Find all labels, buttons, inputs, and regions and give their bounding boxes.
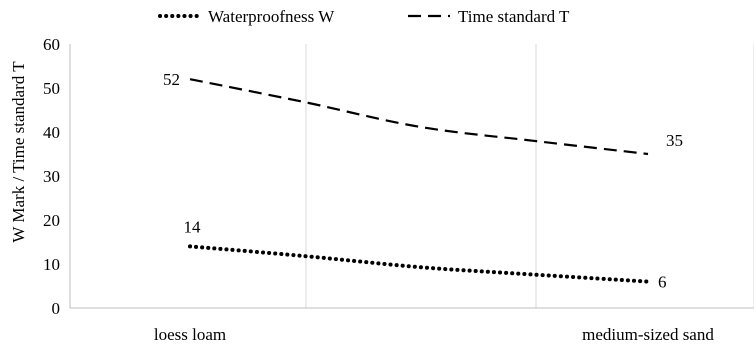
y-tick-label-0: 0 <box>52 299 61 318</box>
x-category-labels: loess loam medium-sized sand <box>154 325 714 344</box>
legend-item-1[interactable]: Time standard T <box>408 7 570 26</box>
y-tick-label-10: 10 <box>43 255 60 274</box>
y-tick-label-20: 20 <box>43 211 60 230</box>
y-tick-label-30: 30 <box>43 167 60 186</box>
data-labels: 14 6 52 35 <box>163 70 683 291</box>
series-line-0 <box>188 244 650 284</box>
legend[interactable]: Waterproofness W Time standard T <box>158 7 570 26</box>
series-lines <box>188 78 650 284</box>
x-category-label-0: loess loam <box>154 325 226 344</box>
legend-label-1: Time standard T <box>458 7 570 26</box>
axes <box>69 44 754 309</box>
y-tick-label-60: 60 <box>43 35 60 54</box>
series-line-1 <box>189 78 649 156</box>
y-tick-label-40: 40 <box>43 123 60 142</box>
legend-label-0: Waterproofness W <box>208 7 335 26</box>
legend-item-0[interactable]: Waterproofness W <box>158 7 335 26</box>
y-axis-title: W Mark / Time standard T <box>9 61 28 243</box>
data-label-0-1: 6 <box>658 273 667 292</box>
y-tick-label-50: 50 <box>43 79 60 98</box>
gridlines <box>305 44 754 308</box>
data-label-1-1: 35 <box>666 131 683 150</box>
y-tick-labels: 0 10 20 30 40 50 60 <box>43 35 60 318</box>
data-label-1-0: 52 <box>163 70 180 89</box>
x-category-label-1: medium-sized sand <box>582 325 714 344</box>
data-label-0-0: 14 <box>184 217 202 236</box>
